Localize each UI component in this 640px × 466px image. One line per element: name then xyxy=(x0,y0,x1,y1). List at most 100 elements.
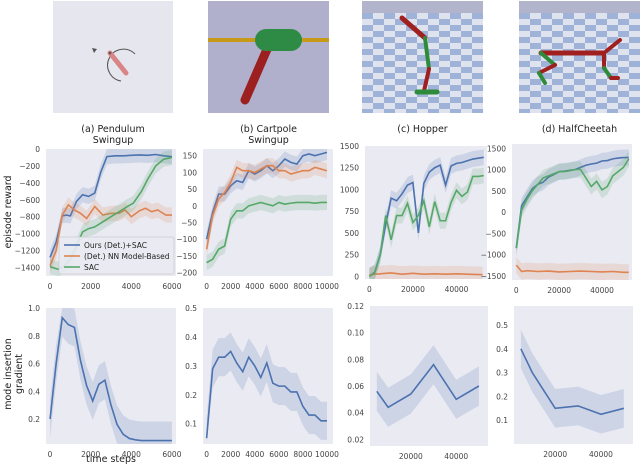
y-tick-label: 0 xyxy=(354,272,359,281)
y-tick-label: 0.2 xyxy=(185,391,197,400)
chart-panel-7: 0.02 0.04 0.06 0.08 0.10 0.12 20000 40000 xyxy=(347,302,488,461)
series-line xyxy=(368,156,484,278)
y-tick-label: −100 xyxy=(176,235,197,244)
y-tick-label: 0.04 xyxy=(347,409,364,418)
x-tick-label: 0 xyxy=(514,286,519,295)
y-tick-label: 0 xyxy=(192,202,197,211)
x-tick-label: 0 xyxy=(367,285,372,294)
y-tick-label: 0.1 xyxy=(185,420,197,429)
x-tick-label: 20000 xyxy=(401,285,425,294)
y-tick-label: 0.6 xyxy=(28,360,40,369)
series-line xyxy=(49,315,172,442)
series-line xyxy=(515,264,629,274)
series-line xyxy=(206,201,327,264)
y-tick-label: 500 xyxy=(492,187,507,196)
y-tick-label: 0.10 xyxy=(347,329,364,338)
x-tick-label: 0 xyxy=(48,450,53,459)
x-tick-label: 20000 xyxy=(547,286,571,295)
confidence-band xyxy=(206,332,327,444)
x-tick-label: 10000 xyxy=(315,450,339,459)
x-tick-label: 40000 xyxy=(445,285,469,294)
x-tick-label: 6000 xyxy=(162,282,181,291)
y-tick-label: 0.2 xyxy=(496,392,508,401)
mode-insertion-gradient-axis-label-line2: gradient xyxy=(14,354,25,394)
x-tick-label: 2000 xyxy=(81,450,100,459)
series-line xyxy=(515,158,630,249)
y-tick-label: −800 xyxy=(19,213,40,222)
chart-panel-6: 0.1 0.2 0.3 0.4 0.5 0 2000 4000 6000 8000 10000 xyxy=(185,304,339,459)
y-tick-label: 0 xyxy=(501,208,506,217)
x-tick-label: 6000 xyxy=(162,450,181,459)
confidence-band xyxy=(376,345,479,427)
x-tick-label: 2000 xyxy=(221,282,240,291)
series-line xyxy=(376,363,480,409)
y-tick-label: 1000 xyxy=(487,166,506,175)
x-tick-label: 20000 xyxy=(543,450,567,459)
confidence-band xyxy=(50,149,172,276)
chart-panel-1: −1400 −1200 −1000 −800 −600 −400 −200 0 0 2000 400… xyxy=(15,145,182,291)
caption-pendulum: (a) Pendulum Swingup xyxy=(81,124,145,146)
chart-panel-2: −200 −150 −100 −50 0 50 100 150 0 2000 4000 6000 800… xyxy=(176,149,339,291)
y-tick-label: 1500 xyxy=(487,144,506,153)
thumbnail-pendulum xyxy=(53,1,173,113)
y-tick-label: 0.3 xyxy=(496,369,508,378)
confidence-band xyxy=(369,149,484,279)
x-tick-label: 4000 xyxy=(122,450,141,459)
y-tick-label: −150 xyxy=(176,252,197,261)
y-tick-label: 0.2 xyxy=(28,415,40,424)
confidence-band xyxy=(369,264,483,279)
chart-panel-5: 0.2 0.4 0.6 0.8 1.0 0 2000 4000 6000 xyxy=(28,304,182,459)
y-tick-label: −600 xyxy=(19,196,40,205)
x-tick-label: 8000 xyxy=(293,282,312,291)
legend-entry: SAC xyxy=(84,263,99,272)
y-tick-label: 1250 xyxy=(340,164,359,173)
x-tick-label: 2000 xyxy=(221,450,240,459)
legend-entry: (Det.) NN Model-Based xyxy=(84,252,170,261)
x-tick-label: 6000 xyxy=(269,450,288,459)
x-tick-label: 4000 xyxy=(245,450,264,459)
chart-panel-4: −1500 −1000 −500 0 500 1000 1500 0 20000 40000 xyxy=(481,144,632,295)
y-tick-label: 250 xyxy=(345,251,360,260)
hopper-scene-icon xyxy=(362,1,483,113)
y-tick-label: 0.3 xyxy=(185,362,197,371)
series-line xyxy=(205,164,328,250)
y-tick-label: −1200 xyxy=(15,247,41,256)
y-tick-label: 500 xyxy=(345,229,360,238)
x-tick-label: 2000 xyxy=(81,282,100,291)
y-tick-label: −1000 xyxy=(481,251,507,260)
x-tick-label: 40000 xyxy=(589,450,613,459)
time-steps-axis-label: time steps xyxy=(86,454,136,465)
confidence-band xyxy=(516,256,629,280)
pendulum-scene-icon xyxy=(92,48,136,82)
series-line xyxy=(49,153,173,258)
confidence-band xyxy=(50,197,172,274)
x-tick-label: 10000 xyxy=(315,282,339,291)
y-tick-label: 0.1 xyxy=(496,416,508,425)
y-tick-label: 150 xyxy=(183,152,198,161)
cartpole-scene-icon xyxy=(208,29,329,105)
series-line xyxy=(368,174,484,278)
episode-reward-axis-label: episode reward xyxy=(3,175,14,248)
x-tick-label: 0 xyxy=(204,282,209,291)
thumbnail-cartpole xyxy=(208,1,329,113)
y-tick-label: 0.12 xyxy=(347,302,364,311)
confidence-band xyxy=(50,308,172,444)
y-tick-label: 0.06 xyxy=(347,382,364,391)
caption-cartpole: (b) Cartpole Swingup xyxy=(240,124,297,146)
y-tick-label: 1500 xyxy=(340,142,359,151)
y-tick-label: −200 xyxy=(176,269,197,278)
series-line xyxy=(49,203,172,267)
mode-insertion-gradient-axis-label-line1: mode insertion xyxy=(3,338,14,410)
y-tick-label: 1000 xyxy=(340,185,359,194)
y-tick-label: −400 xyxy=(19,179,40,188)
x-tick-label: 0 xyxy=(48,282,53,291)
x-tick-label: 6000 xyxy=(269,282,288,291)
confidence-band xyxy=(520,329,624,434)
y-tick-label: 0 xyxy=(35,145,40,154)
y-tick-label: −1500 xyxy=(481,272,507,281)
x-tick-label: 4000 xyxy=(245,282,264,291)
y-tick-label: 0.4 xyxy=(28,387,40,396)
y-tick-label: −200 xyxy=(19,162,40,171)
y-tick-label: 0.5 xyxy=(185,304,197,313)
